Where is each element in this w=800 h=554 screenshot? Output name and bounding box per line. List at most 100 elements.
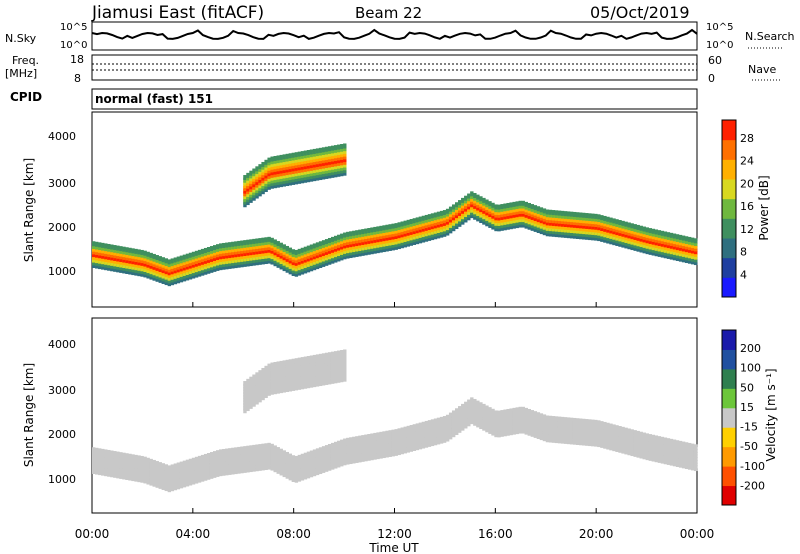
colorbar-frame	[721, 119, 737, 298]
heat-cell	[633, 449, 637, 455]
heat-cell	[412, 220, 417, 226]
heat-cell	[225, 242, 229, 248]
heat-cell	[255, 466, 259, 472]
heat-cell	[258, 386, 262, 392]
heat-cell	[612, 443, 616, 449]
heat-cell	[300, 161, 305, 167]
heat-cell	[521, 206, 525, 212]
heat-cell	[433, 418, 438, 424]
heat-cell	[291, 369, 296, 375]
heat-cell	[137, 474, 141, 480]
heat-cell	[515, 412, 519, 418]
heat-cell	[243, 175, 247, 181]
heat-cell	[418, 219, 423, 225]
heat-cell	[176, 484, 181, 490]
heat-cell	[252, 257, 256, 263]
heat-cell	[137, 260, 141, 266]
heat-cell	[200, 471, 205, 477]
heat-cell	[588, 432, 592, 438]
heat-cell	[415, 439, 420, 445]
heat-cell	[382, 453, 386, 459]
heat-cell	[666, 451, 671, 457]
heat-cell	[282, 159, 286, 165]
heat-cell	[494, 415, 498, 421]
heat-cell	[318, 367, 323, 373]
heat-cell	[273, 386, 277, 392]
heat-cell	[110, 466, 114, 472]
heat-cell	[303, 460, 308, 466]
heat-cell	[412, 443, 417, 449]
heat-cell	[470, 213, 474, 219]
heat-cell	[176, 476, 181, 482]
heat-cell	[409, 238, 414, 244]
heat-cell	[306, 245, 311, 251]
heat-cell	[588, 221, 592, 227]
heat-cell	[315, 359, 320, 365]
heat-cell	[340, 358, 344, 364]
heat-cell	[421, 435, 426, 441]
heat-cell	[291, 163, 296, 169]
heat-cell	[557, 424, 562, 430]
heat-cell	[161, 265, 165, 271]
heat-cell	[279, 163, 283, 169]
heat-cell	[334, 153, 338, 159]
heat-cell	[261, 248, 265, 254]
heat-cell	[194, 256, 199, 262]
heat-cell	[334, 145, 338, 151]
heat-cell	[615, 238, 619, 244]
heat-cell	[470, 199, 474, 205]
heat-cell	[427, 225, 432, 231]
heat-cell	[246, 467, 250, 473]
heat-cell	[515, 204, 519, 210]
heat-cell	[603, 430, 607, 436]
heat-cell	[418, 224, 423, 230]
heat-cell	[379, 233, 383, 239]
heat-cell	[225, 459, 229, 465]
heat-cell	[436, 420, 441, 426]
heat-cell	[194, 467, 199, 473]
heat-cell	[594, 230, 598, 236]
heat-cell	[648, 228, 652, 234]
heat-cell	[273, 239, 277, 245]
heat-cell	[270, 161, 274, 167]
heat-cell	[606, 235, 610, 241]
heat-cell	[288, 266, 293, 272]
heat-cell	[572, 225, 577, 231]
heat-cell	[693, 457, 698, 463]
heat-cell	[104, 468, 108, 474]
heat-cell	[621, 429, 625, 435]
heat-cell	[585, 438, 589, 444]
heat-cell	[203, 258, 208, 264]
heat-cell	[340, 252, 344, 258]
heat-cell	[110, 458, 114, 464]
heat-cell	[488, 415, 492, 421]
heat-cell	[397, 436, 401, 442]
heat-cell	[473, 201, 477, 207]
heat-cell	[439, 213, 444, 219]
heat-cell	[246, 242, 250, 248]
heat-cell	[279, 456, 283, 462]
heat-cell	[563, 222, 568, 228]
heat-cell	[585, 234, 589, 240]
heat-cell	[324, 355, 329, 361]
heat-cell	[249, 252, 253, 258]
heat-cell	[409, 232, 414, 238]
heat-cell	[409, 438, 414, 444]
heat-cell	[182, 254, 187, 260]
heat-cell	[563, 227, 568, 233]
heat-cell	[104, 257, 108, 263]
heat-cell	[158, 475, 162, 481]
heat-cell	[455, 204, 459, 210]
heat-cell	[149, 472, 153, 478]
heat-cell	[261, 243, 265, 249]
heat-cell	[572, 426, 577, 432]
heat-cell	[279, 253, 283, 259]
heat-cell	[273, 166, 277, 172]
heat-cell	[261, 387, 265, 393]
heat-cell	[436, 228, 441, 234]
heat-cell	[288, 367, 293, 373]
heat-cell	[119, 463, 123, 469]
heat-cell	[370, 235, 374, 241]
heat-cell	[270, 172, 274, 178]
heat-cell	[258, 175, 262, 181]
